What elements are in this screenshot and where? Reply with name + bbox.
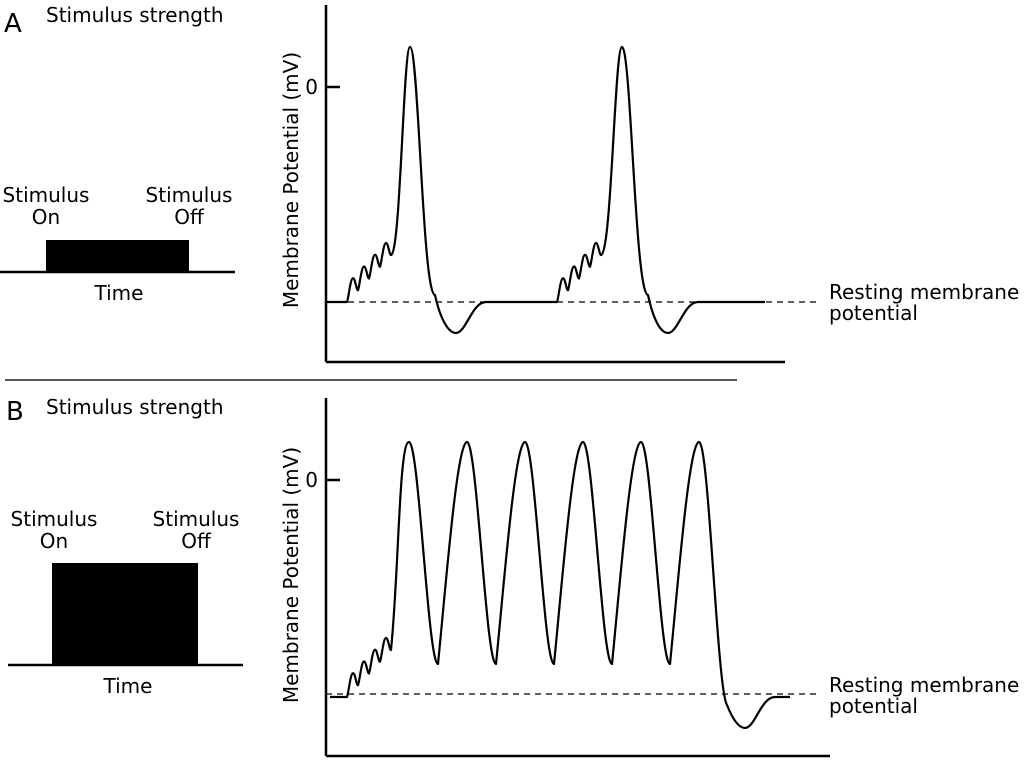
panel-a-stimulus-bar [46, 240, 189, 272]
panel-a-resting-label-2: potential [829, 301, 918, 325]
panel-b-y-axis-label: Membrane Potential (mV) [279, 447, 303, 703]
panel-b-stimulus-off-label-2: Off [181, 529, 212, 553]
panel-a-resting-label-1: Resting membrane [829, 280, 1019, 304]
panel-b-stimulus-on-label-1: Stimulus [11, 507, 98, 531]
panel-b-membrane-trace [330, 440, 790, 730]
panel-b-stimulus-graph: Stimulus On Stimulus Off Time [8, 507, 243, 698]
panel-a-membrane-trace [326, 45, 765, 335]
panel-a-stimulus-on-label-2: On [32, 205, 60, 229]
panel-a-time-label: Time [94, 281, 144, 305]
panel-b-time-label: Time [103, 674, 153, 698]
panel-a: A Stimulus strength Stimulus On Stimulus… [0, 3, 1019, 364]
panel-a-stimulus-graph: Stimulus On Stimulus Off Time [0, 183, 235, 305]
panel-b-stimulus-off-label-1: Stimulus [153, 507, 240, 531]
panel-a-zero-tick-label: 0 [305, 75, 318, 99]
panel-b-stimulus-bar [52, 563, 198, 665]
panel-b-resting-label-2: potential [829, 694, 918, 718]
panel-a-stimulus-on-label-1: Stimulus [3, 183, 90, 207]
panel-b-resting-label-1: Resting membrane [829, 673, 1019, 697]
panel-b-stimulus-on-label-2: On [40, 529, 68, 553]
panel-a-stimulus-title: Stimulus strength [46, 3, 224, 27]
panel-b-zero-tick-label: 0 [305, 468, 318, 492]
panel-b-letter: B [6, 397, 24, 427]
panel-b: B Stimulus strength Stimulus On Stimulus… [6, 395, 1019, 758]
panel-b-potential-plot: 0 Membrane Potential (mV) Resting membra… [279, 398, 1019, 758]
panel-a-y-axis-label: Membrane Potential (mV) [279, 52, 303, 308]
panel-b-stimulus-title: Stimulus strength [46, 395, 224, 419]
panel-a-stimulus-off-label-1: Stimulus [146, 183, 233, 207]
panel-a-potential-plot: 0 Membrane Potential (mV) Resting membra… [279, 5, 1019, 364]
panel-a-stimulus-off-label-2: Off [174, 205, 205, 229]
panel-a-letter: A [4, 9, 22, 39]
